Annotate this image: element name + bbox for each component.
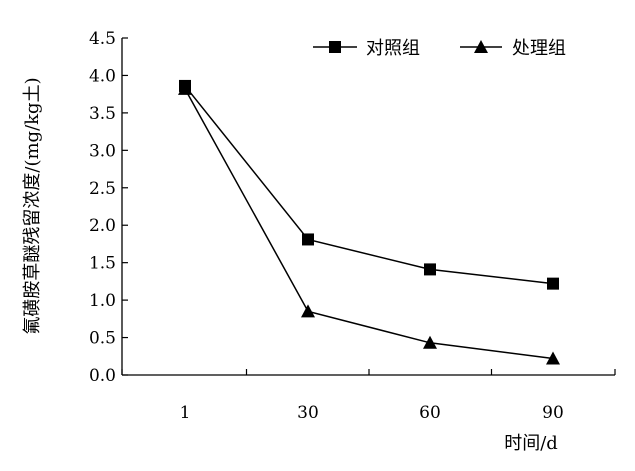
x-axis-title: 时间/d <box>504 433 558 454</box>
data-point-square <box>302 233 314 246</box>
data-point-square <box>424 263 436 276</box>
series-line <box>184 85 554 285</box>
data-point-triangle <box>423 335 437 349</box>
y-tick-label: 4.5 <box>89 29 116 49</box>
legend-square-marker <box>329 41 341 53</box>
x-tick-label: 60 <box>419 403 441 423</box>
legend-triangle-marker <box>474 40 488 53</box>
x-tick-label: 1 <box>180 403 191 423</box>
y-tick-label: 1.5 <box>89 254 116 274</box>
legend-label: 处理组 <box>512 38 566 59</box>
series-1 <box>179 79 559 290</box>
x-tick-label: 30 <box>297 403 319 423</box>
y-tick-label: 3.0 <box>89 141 116 161</box>
series-layer <box>178 79 560 365</box>
y-tick-label: 4.0 <box>89 66 116 86</box>
legend-item-1: 对照组 <box>313 38 420 59</box>
axes: 0.0 0.5 1.0 1.5 2.0 2.5 3.0 3.5 4.0 4.5 1 30 60 90 <box>89 29 616 423</box>
legend-item-2: 处理组 <box>460 38 566 59</box>
data-point-triangle <box>301 304 315 318</box>
y-tick-label: 3.5 <box>89 104 116 124</box>
legend-label: 对照组 <box>366 38 420 59</box>
y-tick-label: 2.5 <box>89 179 116 199</box>
data-point-triangle <box>178 81 192 95</box>
x-tick-label: 90 <box>542 403 564 423</box>
y-tick-label: 1.0 <box>89 291 116 311</box>
series-line <box>184 88 554 360</box>
series-2 <box>178 81 560 365</box>
y-tick-label: 0.5 <box>89 329 116 349</box>
legend: 对照组 处理组 <box>313 38 566 59</box>
y-axis-title: 氟磺胺草醚残留浓度/(mg/kg土) <box>22 77 43 334</box>
data-point-triangle <box>546 351 560 365</box>
data-point-square <box>547 277 559 290</box>
y-tick-label: 2.0 <box>89 216 116 236</box>
y-tick-label: 0.0 <box>89 366 116 386</box>
